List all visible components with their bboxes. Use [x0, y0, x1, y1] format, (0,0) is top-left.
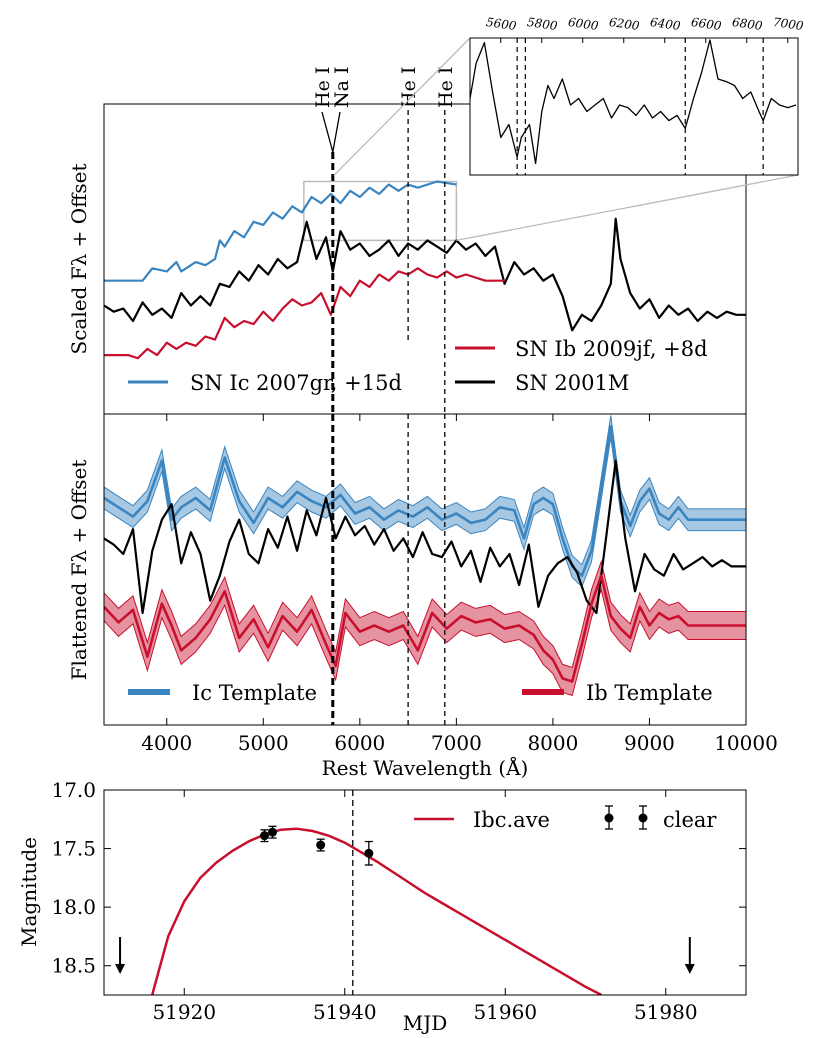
inset-connector-right	[456, 174, 799, 242]
legend-label-sn-ic-2007gr: SN Ic 2007gr, +15d	[190, 371, 402, 395]
upper-limit-arrow-0	[115, 964, 126, 974]
legend-label-clear: clear	[663, 808, 717, 832]
bottom-legend: Ibc.ave clear	[414, 805, 717, 832]
inset-xtick-label-6400: 6400	[649, 15, 682, 33]
inset-xtick-label-5800: 5800	[526, 15, 559, 33]
top-panel: Scaled Fλ + Offset He INa I He I He I SN I…	[67, 67, 747, 415]
inset-spectrum-line	[470, 39, 797, 165]
middle-xtick-label-7000: 7000	[431, 731, 482, 755]
inset-xtick-label-6800: 6800	[731, 15, 764, 33]
inset-zoom: 5600 5800 6000 6200 6400 6600 6800 7000	[333, 15, 805, 242]
bottom-xtick-label-51960: 51960	[473, 1000, 537, 1024]
data-point-3	[364, 848, 374, 858]
line-marker-he-i-tick	[321, 111, 334, 153]
bottom-ytick-label-18.5: 18.5	[51, 954, 96, 978]
bottom-ylabel: Magnitude	[17, 837, 41, 947]
series-line-sn-ib-2009jf	[104, 267, 505, 360]
legend-label-sn-ib-2009jf: SN Ib 2009jf, +8d	[515, 337, 708, 361]
legend-label-ib-template: Ib Template	[586, 681, 713, 705]
legend-label-sn-2001m: SN 2001M	[515, 371, 629, 395]
middle-xtick-label-6000: 6000	[334, 731, 385, 755]
middle-legend: Ic Template Ib Template	[128, 681, 713, 705]
zoom-region-box	[303, 180, 458, 242]
bottom-axes-frame	[103, 789, 747, 996]
line-label-he-i-0: He I	[312, 67, 334, 108]
series-line-sn-2001m	[104, 217, 746, 332]
series-line-sn-2001m	[104, 459, 746, 615]
bottom-ytick-label-17.0: 17.0	[51, 778, 96, 802]
series-band-ic-template	[104, 415, 746, 588]
line-label-he-i-3: He I	[435, 67, 457, 108]
bottom-ytick-label-17.5: 17.5	[51, 837, 96, 861]
inset-connector-left	[333, 37, 471, 176]
middle-xtick-label-8000: 8000	[527, 731, 578, 755]
middle-xlabel: Rest Wavelength (Å)	[322, 755, 529, 780]
bottom-ytick-label-18.0: 18.0	[51, 895, 96, 919]
bottom-panel: Magnitude 51920 51940 51960 51980 17.0 17.5 1…	[17, 778, 747, 1035]
line-label-na-i-1: Na I	[331, 67, 353, 109]
data-point-2	[316, 840, 326, 850]
series-line-sn-ic-2007gr	[104, 180, 457, 282]
line-label-he-i-2: He I	[398, 67, 420, 108]
middle-panel: Flattened Fλ + Offset 4000 5000 6000 7000 80…	[67, 413, 778, 780]
middle-xtick-label-4000: 4000	[141, 731, 192, 755]
upper-limit-arrow-1	[684, 964, 695, 974]
middle-xtick-label-5000: 5000	[238, 731, 289, 755]
top-legend: SN Ic 2007gr, +15d SN 2001M SN Ib 2009jf…	[128, 337, 708, 395]
middle-xtick-label-9000: 9000	[624, 731, 675, 755]
bottom-xtick-label-51940: 51940	[313, 1000, 377, 1024]
bottom-xtick-label-51920: 51920	[152, 1000, 216, 1024]
legend-label-ibc-ave: Ibc.ave	[473, 808, 550, 832]
bottom-xtick-label-51980: 51980	[634, 1000, 698, 1024]
bottom-xlabel: MJD	[403, 1011, 448, 1035]
inset-xtick-label-6600: 6600	[690, 15, 723, 33]
middle-axes-frame	[103, 413, 747, 726]
inset-xtick-label-5600: 5600	[485, 15, 518, 33]
data-point-0	[260, 831, 269, 841]
top-ylabel: Scaled Fλ + Offset	[67, 164, 91, 355]
series-line-ib-template	[104, 574, 746, 683]
inset-xtick-label-6000: 6000	[567, 15, 600, 33]
inset-xtick-label-7000: 7000	[772, 15, 805, 33]
middle-ylabel: Flattened Fλ + Offset	[67, 460, 91, 681]
legend-label-ic-template: Ic Template	[192, 681, 317, 705]
inset-xtick-label-6200: 6200	[608, 15, 641, 33]
model-line-ibc-ave	[150, 827, 603, 995]
data-point-1	[268, 827, 278, 837]
line-marker-na-i-tick	[332, 111, 341, 153]
legend-swatch-clear	[604, 805, 648, 830]
middle-xtick-label-10000: 10000	[714, 731, 778, 755]
inset-frame	[469, 37, 799, 176]
